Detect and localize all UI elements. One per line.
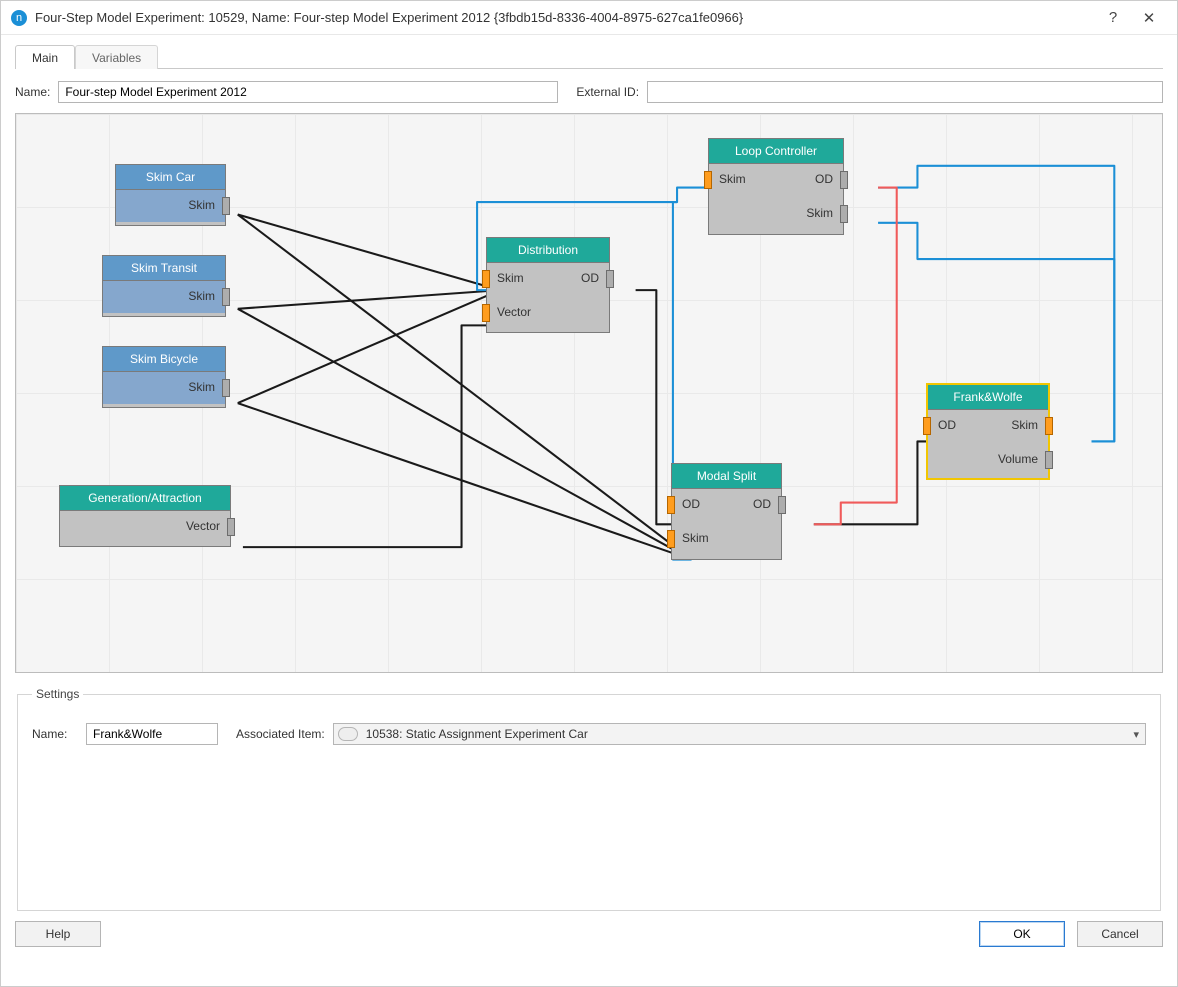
port-label-out: Vector xyxy=(186,519,220,533)
name-row: Name: External ID: xyxy=(15,81,1163,103)
port-handle-out[interactable] xyxy=(606,270,614,288)
node-body: OD Skim Skim xyxy=(709,164,843,231)
node-body: Skim Volume OD xyxy=(928,410,1048,477)
help-icon[interactable]: ? xyxy=(1095,3,1131,33)
port-label-out: Skim xyxy=(806,206,833,220)
node-distribution[interactable]: Distribution OD Skim Vector xyxy=(486,237,610,333)
port-handle-in[interactable] xyxy=(482,304,490,322)
port-handle-out[interactable] xyxy=(222,288,230,306)
port-handle-out[interactable] xyxy=(227,518,235,536)
external-id-label: External ID: xyxy=(576,85,639,99)
ok-button[interactable]: OK xyxy=(979,921,1065,947)
node-title: Frank&Wolfe xyxy=(928,385,1048,410)
port-label-in: OD xyxy=(938,418,956,432)
chevron-down-icon: ▾ xyxy=(1133,728,1139,741)
node-body: Skim xyxy=(103,372,225,404)
node-title: Skim Transit xyxy=(103,256,225,281)
associated-item-icon xyxy=(338,727,358,741)
associated-item-value: 10538: Static Assignment Experiment Car xyxy=(366,727,588,741)
port-handle-out[interactable] xyxy=(222,379,230,397)
port-label-out: OD xyxy=(581,271,599,285)
app-icon: n xyxy=(11,10,27,26)
dialog-window: n Four-Step Model Experiment: 10529, Nam… xyxy=(0,0,1178,987)
port-label-out: Volume xyxy=(998,452,1038,466)
node-title: Modal Split xyxy=(672,464,781,489)
port-label-out: Skim xyxy=(1011,418,1038,432)
port-label-out: Skim xyxy=(188,380,215,394)
port-handle-out[interactable] xyxy=(778,496,786,514)
port-handle-out[interactable] xyxy=(840,171,848,189)
dialog-content: Main Variables Name: External ID: Skim C… xyxy=(1,35,1177,986)
associated-item-combo[interactable]: 10538: Static Assignment Experiment Car … xyxy=(333,723,1146,745)
node-skim_car[interactable]: Skim Car Skim xyxy=(115,164,226,226)
node-modal_split[interactable]: Modal Split OD OD Skim xyxy=(671,463,782,560)
node-body: Vector xyxy=(60,511,230,543)
port-label-in: Skim xyxy=(497,271,524,285)
node-skim_transit[interactable]: Skim Transit Skim xyxy=(102,255,226,317)
title-bar: n Four-Step Model Experiment: 10529, Nam… xyxy=(1,1,1177,35)
flow-canvas[interactable]: Skim CarSkimSkim TransitSkimSkim Bicycle… xyxy=(15,113,1163,673)
external-id-input[interactable] xyxy=(647,81,1163,103)
port-label-in: Skim xyxy=(719,172,746,186)
node-body: Skim xyxy=(103,281,225,313)
port-label-in: Vector xyxy=(497,305,531,319)
settings-panel: Settings Name: Associated Item: 10538: S… xyxy=(17,687,1161,911)
port-label-out: OD xyxy=(753,497,771,511)
port-label-out: Skim xyxy=(188,198,215,212)
settings-legend: Settings xyxy=(32,687,83,701)
dialog-button-bar: Help OK Cancel xyxy=(15,921,1163,947)
port-handle-in[interactable] xyxy=(667,530,675,548)
node-title: Generation/Attraction xyxy=(60,486,230,511)
port-handle-out[interactable] xyxy=(222,197,230,215)
port-handle-in[interactable] xyxy=(923,417,931,435)
settings-name-label: Name: xyxy=(32,727,78,741)
node-skim_bicycle[interactable]: Skim Bicycle Skim xyxy=(102,346,226,408)
node-title: Skim Bicycle xyxy=(103,347,225,372)
port-label-out: OD xyxy=(815,172,833,186)
port-label-out: Skim xyxy=(188,289,215,303)
port-handle-in[interactable] xyxy=(667,496,675,514)
node-title: Distribution xyxy=(487,238,609,263)
port-handle-out[interactable] xyxy=(1045,451,1053,469)
cancel-button[interactable]: Cancel xyxy=(1077,921,1163,947)
tab-main[interactable]: Main xyxy=(15,45,75,69)
tab-variables[interactable]: Variables xyxy=(75,45,158,69)
port-label-in: OD xyxy=(682,497,700,511)
name-label: Name: xyxy=(15,85,50,99)
port-handle-out[interactable] xyxy=(840,205,848,223)
node-body: Skim xyxy=(116,190,225,222)
port-handle-out[interactable] xyxy=(1045,417,1053,435)
node-layer: Skim CarSkimSkim TransitSkimSkim Bicycle… xyxy=(16,114,1162,672)
node-title: Skim Car xyxy=(116,165,225,190)
close-icon[interactable]: ✕ xyxy=(1131,3,1167,33)
port-label-in: Skim xyxy=(682,531,709,545)
node-loop_ctrl[interactable]: Loop Controller OD Skim Skim xyxy=(708,138,844,235)
node-frank_wolfe[interactable]: Frank&Wolfe Skim Volume OD xyxy=(926,383,1050,480)
port-handle-in[interactable] xyxy=(482,270,490,288)
help-button[interactable]: Help xyxy=(15,921,101,947)
node-body: OD Skim Vector xyxy=(487,263,609,329)
node-title: Loop Controller xyxy=(709,139,843,164)
port-handle-in[interactable] xyxy=(704,171,712,189)
window-title: Four-Step Model Experiment: 10529, Name:… xyxy=(35,10,1095,25)
tab-bar: Main Variables xyxy=(15,43,1163,69)
settings-name-input[interactable] xyxy=(86,723,218,745)
node-gen_attr[interactable]: Generation/Attraction Vector xyxy=(59,485,231,547)
name-input[interactable] xyxy=(58,81,558,103)
node-body: OD OD Skim xyxy=(672,489,781,556)
associated-item-label: Associated Item: xyxy=(236,727,325,741)
